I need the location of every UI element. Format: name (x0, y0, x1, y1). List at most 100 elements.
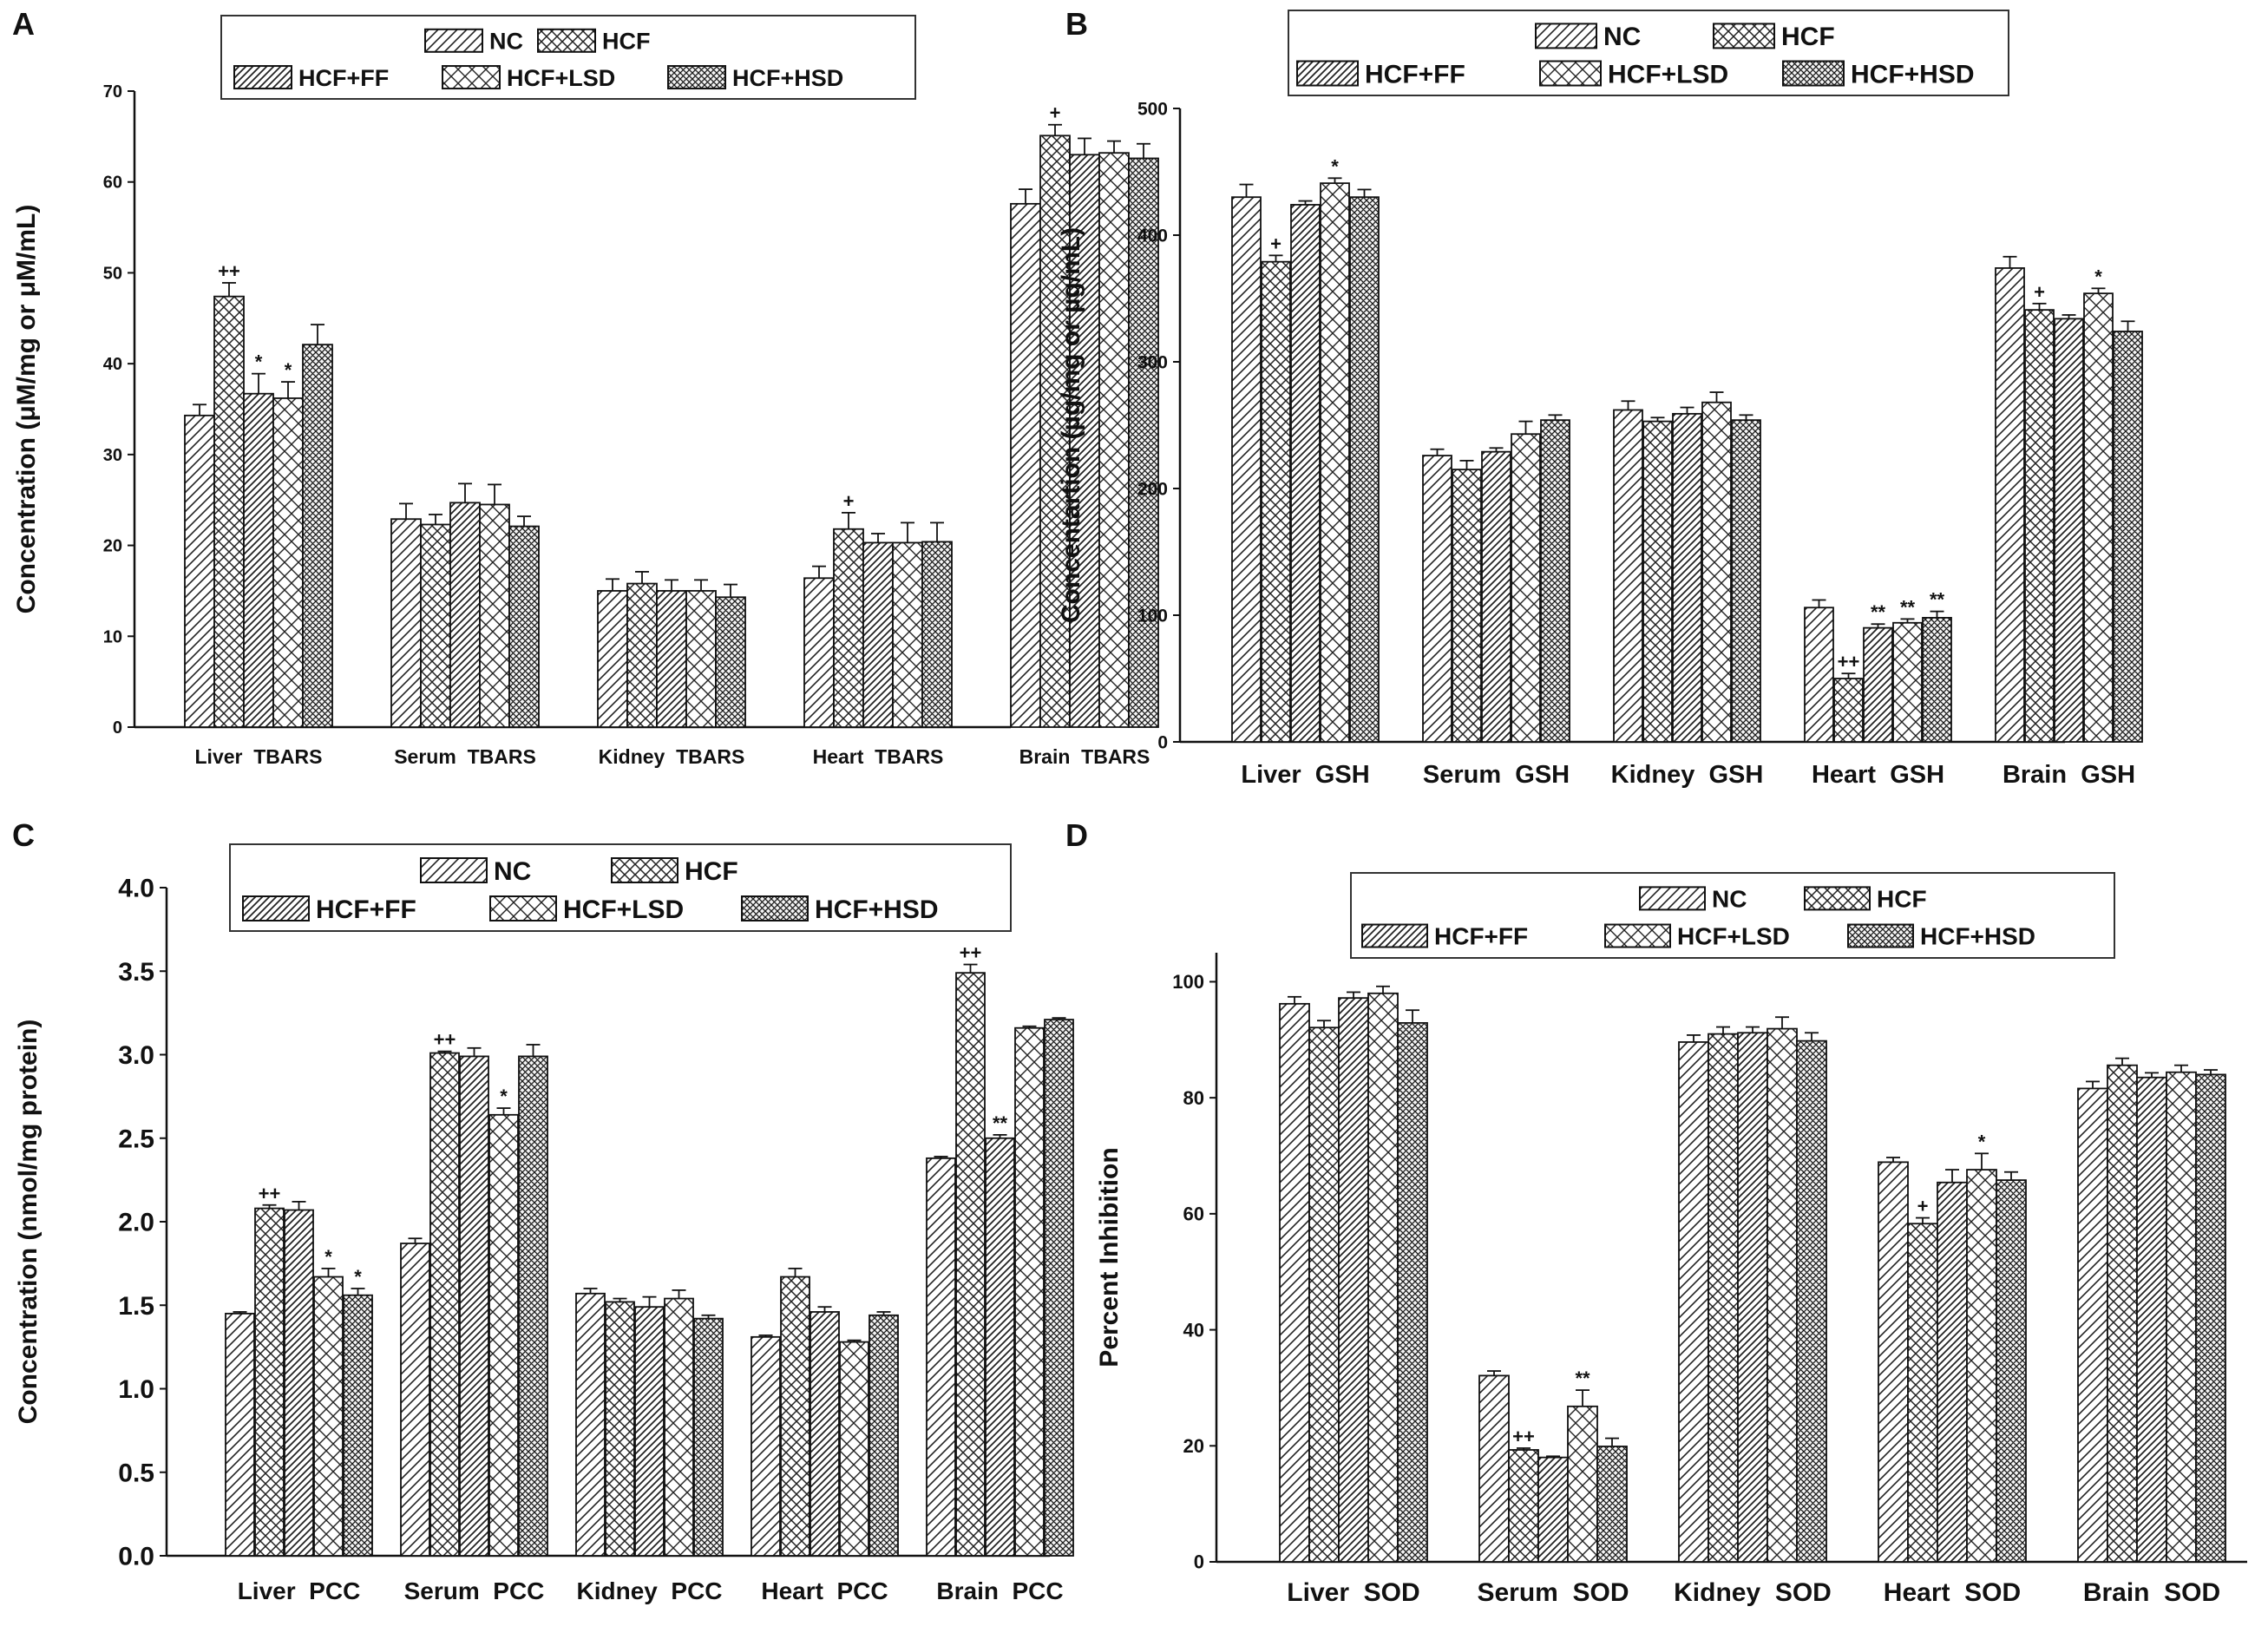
significance-mark: * (255, 351, 263, 373)
bars (225, 963, 1074, 1557)
x-category-label: Serum PCC (404, 1577, 545, 1604)
bar (1892, 621, 1923, 743)
legend-swatch (233, 65, 292, 90)
bar (1701, 401, 1732, 743)
bar (985, 1137, 1015, 1557)
bar (2113, 331, 2143, 743)
x-category-label: Kidney SOD (1674, 1578, 1832, 1607)
bar (1478, 1374, 1510, 1563)
y-tick-label: 0.0 (118, 1543, 154, 1571)
bar (1767, 1027, 1798, 1563)
bar (921, 541, 953, 728)
legend-swatch (1539, 60, 1602, 87)
legend-label: HCF+HSD (1851, 60, 1975, 89)
bar (1540, 419, 1570, 743)
bar (2166, 1071, 2197, 1563)
x-category-label: Kidney PCC (576, 1577, 722, 1604)
bar (1796, 1039, 1827, 1563)
legend-swatch (537, 28, 596, 53)
x-category-label: Liver SOD (1287, 1578, 1419, 1607)
panel-letter-b: B (1065, 6, 1088, 42)
bar (1804, 607, 1834, 743)
bar (955, 972, 986, 1557)
bar (1308, 1026, 1340, 1563)
bar (302, 344, 333, 728)
bar (243, 392, 274, 728)
bar (833, 528, 864, 728)
x-category-label: Heart TBARS (813, 745, 944, 768)
significance-mark: * (324, 1246, 332, 1268)
bar (2024, 309, 2055, 743)
significance-mark: ++ (960, 942, 982, 964)
legend-label: HCF+FF (316, 895, 416, 924)
legend-label: HCF+HSD (732, 65, 843, 91)
annotations: ++**++*++** (259, 942, 1008, 1288)
y-tick-label: 500 (1137, 99, 1168, 119)
legend-label: HCF (685, 857, 738, 886)
bar (1966, 1169, 1997, 1563)
bar (715, 596, 746, 728)
bar (1010, 202, 1041, 728)
legend-label: HCF (1781, 23, 1835, 51)
y-tick-label: 3.5 (118, 958, 154, 987)
y-tick-label: 60 (1183, 1203, 1204, 1225)
legend-swatch (489, 895, 557, 921)
bar (664, 1297, 694, 1557)
bar (575, 1292, 606, 1557)
panel-b: B NC HCF HCF+FF HCF+LSD HCF+HSD 0 100 200 300 400… (1057, 6, 2143, 789)
bar (926, 1157, 956, 1557)
x-category-label: Serum SOD (1477, 1578, 1629, 1607)
x-category-label: Brain GSH (2003, 761, 2135, 789)
bar (869, 1314, 899, 1557)
bar (1320, 182, 1350, 743)
legend: NC HCF HCF+FF HCF+LSD HCF+HSD (220, 15, 916, 100)
bar (449, 502, 481, 728)
significance-mark: ++ (1512, 1426, 1535, 1447)
bar (1731, 419, 1761, 743)
bar (1069, 154, 1100, 728)
y-tick-label: 50 (103, 264, 122, 283)
legend-label: NC (1712, 885, 1747, 912)
bar (1537, 1456, 1569, 1563)
significance-mark: ++ (1838, 651, 1860, 672)
bar (1039, 134, 1071, 728)
y-tick-label: 60 (103, 174, 122, 193)
x-category-label: Kidney TBARS (599, 745, 745, 768)
bar (1338, 997, 1369, 1563)
significance-mark: * (285, 359, 292, 381)
legend-swatch (1782, 60, 1845, 87)
significance-mark: ++ (218, 260, 240, 282)
legend: NC HCF HCF+FF HCF+LSD HCF+HSD (1288, 10, 2009, 96)
significance-mark: * (1331, 155, 1339, 177)
legend-label: HCF+FF (1434, 923, 1528, 950)
bar (2136, 1076, 2167, 1563)
y-tick-label: 100 (1172, 971, 1204, 993)
y-tick-label: 400 (1137, 226, 1168, 246)
bar (1452, 469, 1482, 743)
bar (2054, 318, 2084, 743)
significance-mark: ** (1930, 589, 1945, 611)
y-tick-label: 40 (103, 355, 122, 374)
bar (1596, 1446, 1628, 1563)
y-tick-label: 2.0 (118, 1209, 154, 1237)
significance-mark: * (354, 1266, 362, 1288)
panel-d: D NC HCF HCF+FF HCF+LSD HCF+HSD 0 20 40 60 80 100 P… (1065, 817, 2247, 1607)
bar (1922, 617, 1952, 743)
legend-label: HCF+HSD (1920, 923, 2035, 950)
y-tick-label: 300 (1137, 352, 1168, 372)
bar (1231, 196, 1262, 743)
bar (1567, 1405, 1598, 1563)
x-category-label: Liver TBARS (195, 745, 323, 768)
y-tick-label: 0 (1157, 732, 1168, 752)
legend: NC HCF HCF+FF HCF+LSD HCF+HSD (1350, 872, 2115, 959)
y-tick-label: 0 (113, 718, 122, 738)
bar (459, 1055, 489, 1557)
significance-mark: ++ (259, 1183, 281, 1204)
legend: NC HCF HCF+FF HCF+LSD HCF+HSD (229, 843, 1012, 932)
significance-mark: ** (1575, 1367, 1590, 1389)
legend-label: HCF+FF (298, 65, 389, 91)
y-tick-label: 80 (1183, 1087, 1204, 1109)
bars (1231, 177, 2143, 743)
bar (1290, 204, 1321, 743)
